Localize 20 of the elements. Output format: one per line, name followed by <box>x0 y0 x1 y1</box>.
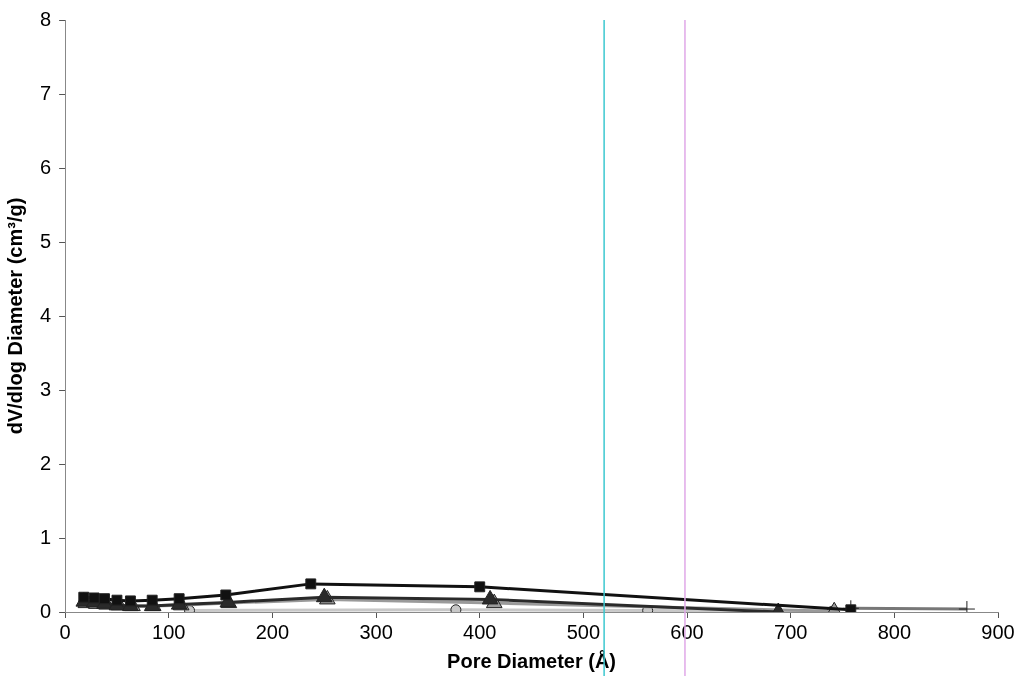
y-tick-label: 2 <box>40 451 52 474</box>
y-tick-label: 7 <box>40 81 52 104</box>
x-tick-label: 600 <box>670 620 704 643</box>
x-tick-label: 400 <box>463 620 497 643</box>
x-tick-label: 0 <box>59 620 71 643</box>
y-tick-label: 6 <box>40 155 52 178</box>
y-tick-label: 4 <box>40 303 52 326</box>
y-tick-label: 8 <box>40 7 52 30</box>
y-tick-label: 3 <box>40 377 52 400</box>
y-axis-title: dV/dlog Diameter (cm³/g) <box>3 197 26 435</box>
y-tick-label: 0 <box>40 599 52 622</box>
x-tick-label: 700 <box>774 620 808 643</box>
x-tick-label: 800 <box>877 620 912 643</box>
x-tick-label: 500 <box>566 620 601 643</box>
x-tick-label: 100 <box>152 620 186 643</box>
x-tick-label: 200 <box>255 620 290 643</box>
y-tick-label: 5 <box>40 229 52 252</box>
x-tick-label: 900 <box>981 620 1015 643</box>
y-tick-label: 1 <box>40 525 52 548</box>
x-tick-label: 300 <box>359 620 393 643</box>
